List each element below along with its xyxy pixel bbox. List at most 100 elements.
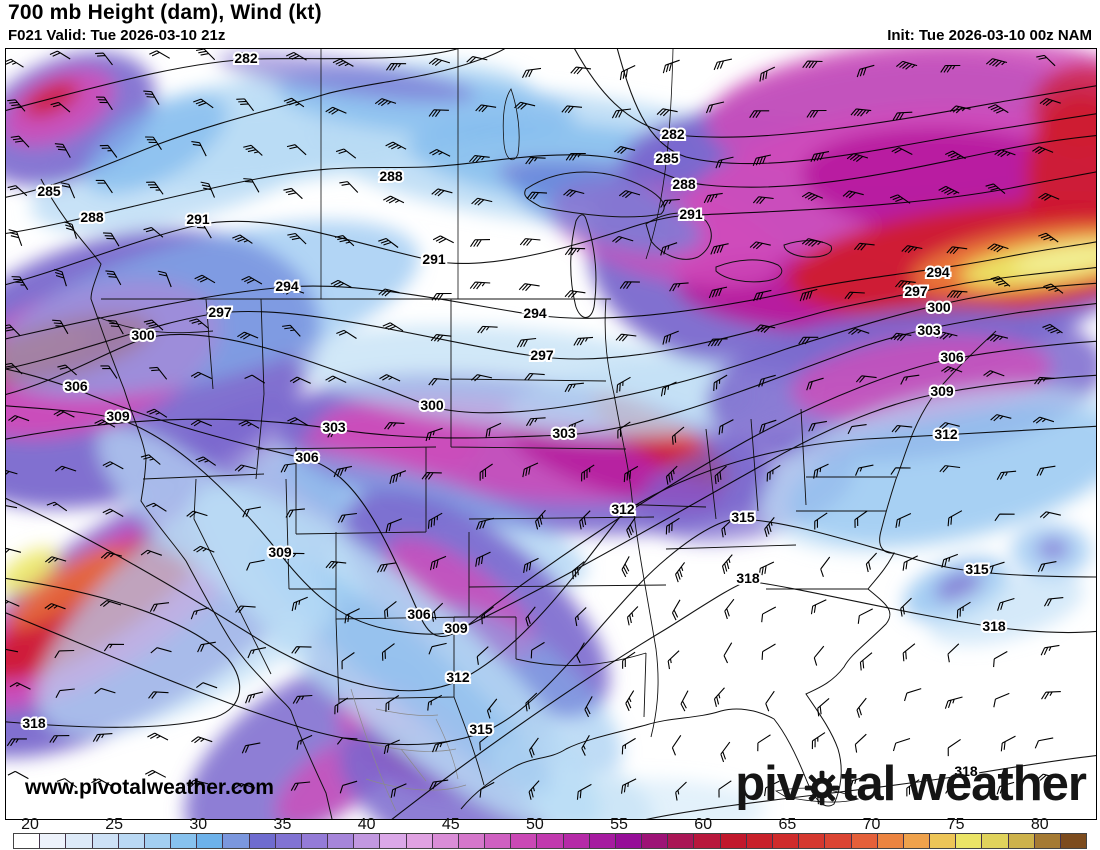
wind-barb [6, 547, 22, 556]
wind-barb [801, 191, 824, 202]
wind-barb [529, 737, 539, 758]
contour-label: 306 [940, 349, 964, 365]
wind-barb [946, 246, 968, 255]
wind-barb [479, 781, 495, 798]
wind-barb [947, 510, 963, 527]
wind-barb [52, 319, 69, 335]
wind-barb [190, 607, 209, 620]
wind-barb [662, 330, 679, 345]
wind-barb [940, 64, 961, 73]
wind-barb [987, 561, 1005, 575]
wind-barb [382, 322, 404, 332]
colorbar-tick-label: 45 [441, 816, 460, 833]
wind-barb [660, 198, 680, 208]
wind-barb [425, 427, 443, 442]
wind-barb [1036, 465, 1056, 477]
wind-barb [801, 238, 824, 247]
wind-barb [238, 420, 260, 429]
wind-barb [900, 374, 920, 385]
wind-barb [234, 782, 256, 790]
wind-barb [708, 286, 728, 299]
wind-barb [55, 688, 75, 699]
colorbar-swatches [13, 833, 1087, 849]
wind-barb [581, 464, 595, 482]
page-title: 700 mb Height (dam), Wind (kt) [8, 1, 322, 24]
wind-barb [471, 374, 493, 382]
lake-erie [715, 259, 783, 283]
wind-barb [564, 247, 586, 256]
wind-barb [327, 427, 347, 438]
wind-barb [572, 561, 585, 580]
wind-barb [522, 462, 539, 478]
wind-barb [848, 328, 870, 335]
colorbar-tick-label: 30 [189, 816, 208, 833]
watermark-url: www.pivotalweather.com [25, 776, 274, 799]
wind-barb [764, 517, 775, 537]
forecast-valid-label: F021 Valid: Tue 2026-03-10 21z [8, 27, 226, 44]
wind-barb [341, 652, 355, 670]
wind-barb [8, 415, 30, 422]
wind-barb [764, 780, 780, 797]
contour-label: 315 [469, 721, 493, 737]
wind-barb [143, 226, 164, 238]
wind-barb [466, 56, 488, 64]
wind-barb [486, 698, 498, 719]
wind-barb [855, 464, 874, 476]
wind-barb [810, 151, 830, 163]
wind-barb [758, 374, 776, 388]
colorbar-cell [772, 834, 800, 848]
wind-barb [334, 235, 355, 247]
wind-barb [477, 325, 498, 334]
wind-barb [242, 506, 261, 518]
wind-barb [7, 185, 28, 197]
wind-barb [576, 783, 592, 800]
wind-barb [195, 456, 217, 466]
wind-barb [761, 643, 776, 660]
wind-barb [710, 243, 729, 255]
wind-barb [191, 736, 213, 744]
wind-barb [335, 148, 357, 159]
wind-barb [103, 232, 120, 247]
east-coast-line [460, 330, 997, 810]
wind-barb [892, 111, 913, 121]
wind-barb [850, 108, 872, 117]
wind-barb [235, 52, 254, 65]
wind-barb [1032, 416, 1055, 424]
colorbar-cell [171, 834, 198, 848]
wind-barb [713, 374, 728, 391]
wind-barb-layer [6, 49, 1064, 805]
wind-barb [334, 697, 348, 715]
wind-barb [1043, 283, 1064, 294]
contour-label: 315 [731, 509, 755, 525]
wind-barb [91, 778, 113, 787]
wind-barb [244, 374, 266, 384]
wind-barb [145, 769, 167, 778]
wind-barb [94, 419, 116, 428]
wind-barb [811, 732, 826, 750]
wind-barb [148, 691, 169, 699]
wind-barb [521, 67, 542, 78]
wind-barb [581, 735, 590, 756]
wind-barb [806, 109, 827, 118]
wind-barb [247, 647, 267, 659]
wind-barb [616, 376, 631, 394]
wind-barb [530, 641, 545, 659]
lake-michigan [570, 214, 597, 318]
wind-barb [855, 375, 877, 383]
pivotal-weather-logo: piv tal weather [735, 760, 1087, 809]
wind-barb [1036, 773, 1058, 781]
wind-barb [6, 504, 18, 512]
wind-barb [941, 366, 963, 373]
wind-barb [428, 109, 449, 117]
wind-barb [752, 154, 772, 167]
wind-barb [949, 105, 971, 114]
colorbar-cell [903, 834, 931, 848]
wind-barb [956, 601, 971, 619]
contour-label: 282 [661, 126, 685, 142]
wind-barb [102, 508, 124, 517]
colorbar-tick-label: 35 [273, 816, 292, 833]
wind-barb [143, 90, 160, 105]
wind-barb [385, 63, 407, 71]
wind-barb [904, 688, 922, 702]
wind-barb [383, 739, 400, 755]
